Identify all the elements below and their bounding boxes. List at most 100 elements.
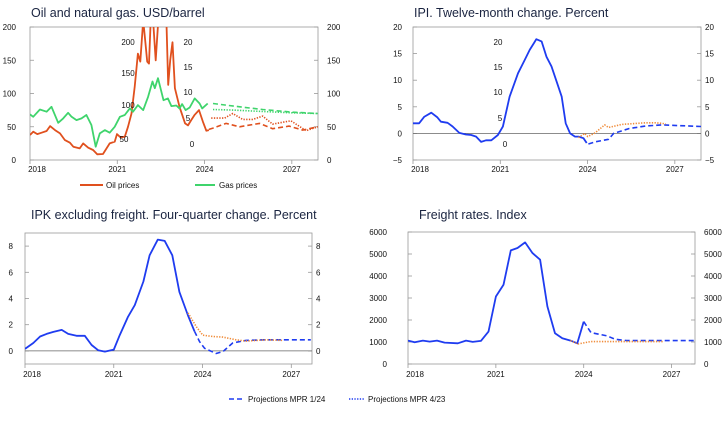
series-line-ipi	[413, 38, 588, 144]
y-tick-label-right: 0	[704, 360, 709, 369]
series-group	[408, 241, 695, 345]
y-tick-label-right: 5000	[704, 250, 722, 259]
series-line-projections-mpr-4-23	[570, 339, 664, 345]
y-tick-label-left: 4	[9, 295, 14, 304]
chart-panel-3: IPK excluding freight. Four-quarter chan…	[9, 208, 321, 379]
y-tick-label-right: 20	[705, 23, 714, 32]
x-tick-label: 2024	[579, 165, 597, 174]
y-tick-label-right: 2	[316, 321, 321, 330]
y-tick-label-left: 10	[393, 76, 402, 85]
inner-axis-label: 15	[494, 63, 503, 72]
y-tick-label-right: 4000	[704, 272, 722, 281]
y-tick-label-left: 5000	[369, 250, 387, 259]
y-tick-label-right: 15	[705, 50, 714, 59]
legend-label: Oil prices	[106, 181, 139, 190]
inner-axis-label: 5	[186, 114, 191, 123]
series-line-ipk-excluding-freight	[25, 238, 196, 353]
y-tick-label-right: 50	[327, 123, 336, 132]
series-line-freight-rates	[408, 241, 585, 345]
series-line-projections-mpr-1-24	[583, 321, 695, 342]
y-tick-label-left: 4000	[369, 272, 387, 281]
y-tick-label-right: 0	[705, 129, 710, 138]
x-tick-label: 2027	[663, 370, 681, 379]
x-tick-label: 2021	[108, 165, 126, 174]
y-tick-label-left: 200	[3, 23, 17, 32]
chart-title: IPK excluding freight. Four-quarter chan…	[31, 208, 317, 222]
y-tick-label-right: 100	[327, 90, 341, 99]
inner-axis-label: 15	[184, 63, 193, 72]
y-tick-label-right: 5	[705, 103, 710, 112]
x-tick-label: 2018	[411, 165, 429, 174]
x-tick-label: 2021	[105, 370, 123, 379]
y-tick-label-right: 3000	[704, 294, 722, 303]
y-tick-label-left: 6	[9, 268, 14, 277]
y-tick-label-right: 0	[316, 347, 321, 356]
series-line-projections-mpr-4-23	[187, 312, 283, 342]
y-tick-label-left: −5	[393, 156, 403, 165]
x-tick-label: 2024	[194, 370, 212, 379]
x-tick-label: 2021	[491, 165, 509, 174]
x-tick-label: 2021	[487, 370, 505, 379]
inner-axis-label: 100	[121, 101, 135, 110]
series-line-gas-prices-mpr-4-23	[212, 108, 318, 115]
y-tick-label-left: 0	[12, 156, 17, 165]
y-tick-label-right: 0	[327, 156, 332, 165]
chart-title: Oil and natural gas. USD/barrel	[31, 6, 205, 20]
y-tick-label-left: 50	[7, 123, 16, 132]
y-tick-label-right: 6	[316, 268, 321, 277]
inner-axis-label: 200	[121, 38, 135, 47]
legend-label: Projections MPR 1/24	[248, 395, 326, 404]
legend-label: Gas prices	[219, 181, 257, 190]
y-tick-label-left: 2000	[369, 316, 387, 325]
y-tick-label-right: 6000	[704, 228, 722, 237]
y-tick-label-right: 2000	[704, 316, 722, 325]
x-tick-label: 2024	[575, 370, 593, 379]
series-line-gas-prices-mpr-1-24	[212, 102, 318, 115]
x-tick-label: 2027	[282, 370, 300, 379]
y-tick-label-right: 8	[316, 242, 321, 251]
series-line-gas-prices	[30, 77, 209, 148]
series-group	[25, 238, 311, 355]
y-tick-label-left: 2	[9, 321, 14, 330]
inner-axis-label: 0	[190, 140, 195, 149]
inner-axis-label: 10	[184, 88, 193, 97]
bottom-legend: Projections MPR 1/24 Projections MPR 4/23	[229, 395, 446, 404]
inner-axis-label: 0	[503, 140, 508, 149]
y-tick-label-left: 15	[393, 50, 402, 59]
series-group	[30, 27, 318, 156]
x-tick-label: 2018	[23, 370, 41, 379]
plot-frame	[407, 231, 696, 365]
x-tick-label: 2018	[28, 165, 46, 174]
y-tick-label-right: 1000	[704, 338, 722, 347]
inner-axis-label: 5	[498, 114, 503, 123]
x-tick-label: 2018	[406, 370, 424, 379]
series-line-projections-mpr-1-24	[193, 330, 311, 355]
legend-label: Projections MPR 4/23	[368, 395, 446, 404]
series-line-projections-mpr-1-24	[588, 124, 701, 145]
chart-panel-4: Freight rates. Index 0 0 1000 1000 2000 2000 30…	[369, 208, 722, 379]
y-tick-label-right: 200	[327, 23, 341, 32]
inner-axis-label: 20	[184, 38, 193, 47]
plot-frame	[24, 232, 313, 365]
y-tick-label-left: 150	[3, 56, 17, 65]
y-tick-label-left: 5	[398, 103, 403, 112]
y-tick-label-left: 8	[9, 242, 14, 251]
y-tick-label-right: 150	[327, 56, 341, 65]
inner-axis-label: 50	[120, 135, 129, 144]
x-tick-label: 2027	[666, 165, 684, 174]
y-tick-label-right: 4	[316, 295, 321, 304]
series-line-oil-prices-mpr-1-24	[208, 122, 318, 131]
y-tick-label-left: 100	[3, 90, 17, 99]
y-tick-label-right: −5	[705, 156, 715, 165]
inner-axis-label: 150	[121, 69, 135, 78]
y-tick-label-left: 0	[383, 360, 388, 369]
inner-axis-label: 20	[494, 38, 503, 47]
y-tick-label-left: 1000	[369, 338, 387, 347]
chart-title: IPI. Twelve-month change. Percent	[414, 6, 609, 20]
y-tick-label-left: 20	[393, 23, 402, 32]
chart-panel-2: IPI. Twelve-month change. Percent −5 −5 0 0 5…	[393, 6, 715, 174]
plot-frame	[412, 26, 702, 161]
y-tick-label-left: 6000	[369, 228, 387, 237]
